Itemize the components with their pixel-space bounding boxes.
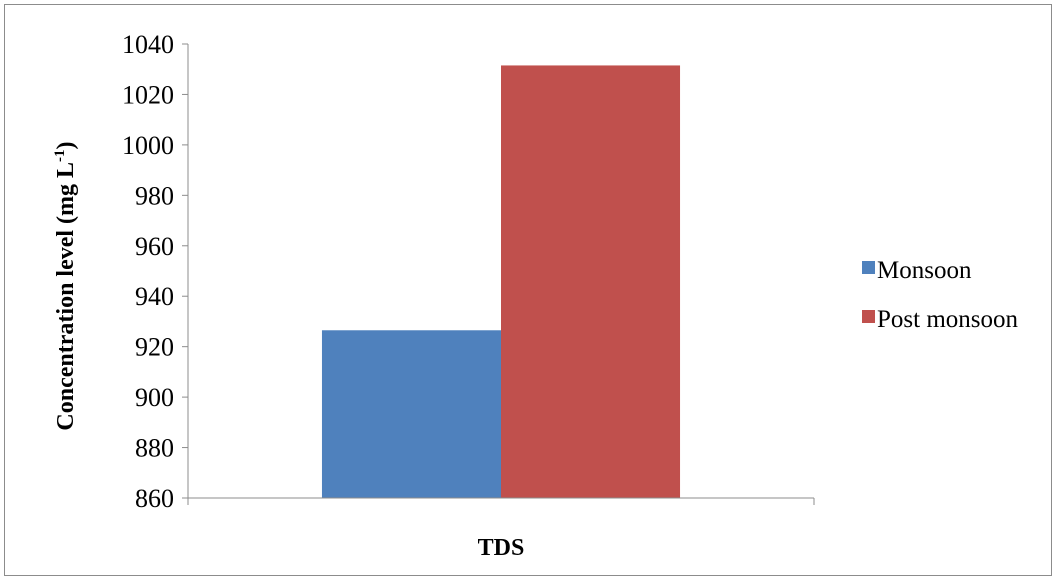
x-category-label: TDS	[478, 535, 525, 561]
legend-swatch	[862, 261, 875, 274]
y-tick-label: 880	[135, 434, 174, 463]
y-tick-label: 1020	[122, 80, 174, 109]
y-axis-label-superscript: -1	[52, 149, 68, 162]
y-axis-label-main: Concentration level (mg L	[53, 162, 79, 431]
bar-post-monsoon	[501, 65, 681, 498]
y-axis-label-close: )	[53, 141, 79, 149]
legend-swatch	[862, 310, 875, 323]
y-tick-label: 960	[135, 232, 174, 261]
y-tick-label: 860	[135, 484, 174, 513]
legend-label: Monsoon	[877, 257, 972, 284]
y-tick-label: 900	[135, 383, 174, 412]
bars	[321, 65, 681, 498]
x-axis-ticks	[187, 498, 815, 505]
y-tick-label: 1000	[122, 131, 174, 160]
y-tick-label: 1040	[122, 30, 174, 59]
legend-label: Post monsoon	[877, 306, 1019, 333]
y-axis-label: Concentration level (mg L-1)	[52, 141, 79, 430]
bar-monsoon	[321, 330, 501, 498]
y-tick-label: 940	[135, 282, 174, 311]
y-tick-label: 920	[135, 333, 174, 362]
legend: Monsoon Post monsoon	[862, 257, 1019, 333]
y-tick-label: 980	[135, 181, 174, 210]
y-axis-ticks: 860 880 900 920 940 960 980 1000 1020 1040	[122, 30, 188, 513]
